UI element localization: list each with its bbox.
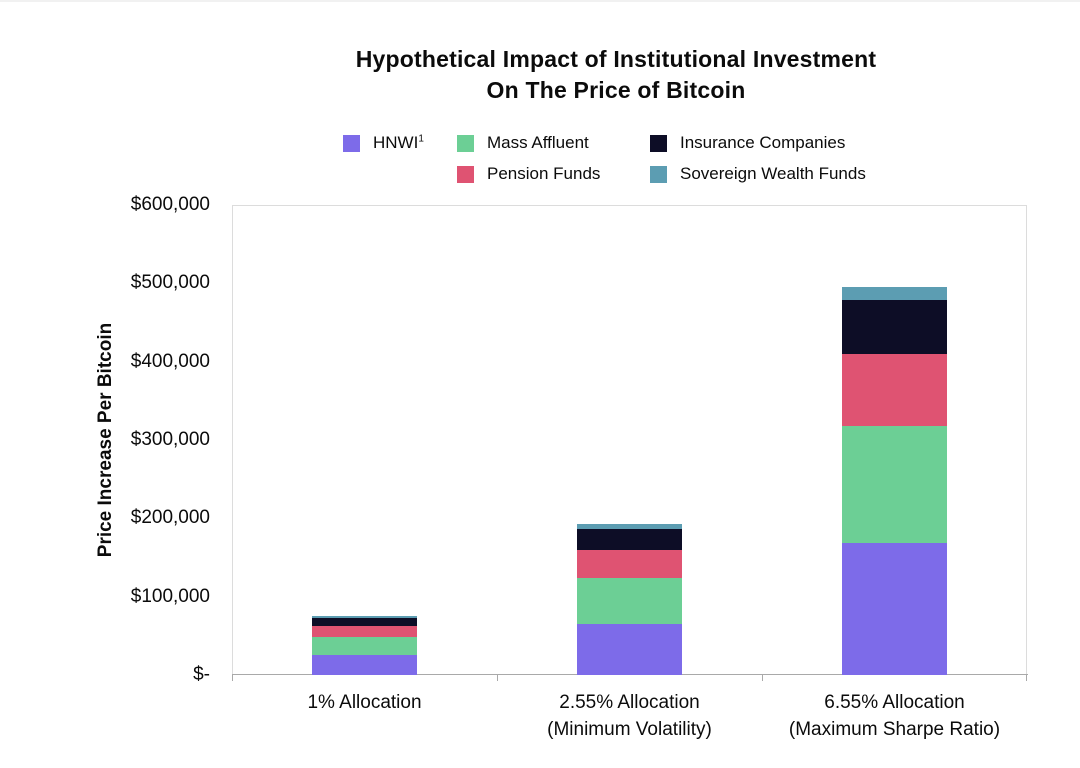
y-tick-label: $500,000 (130, 272, 210, 294)
bar-stack-1-allocation (312, 615, 417, 675)
bar-segment-hnwi (577, 623, 682, 675)
y-tick-label: $200,000 (130, 507, 210, 529)
bar-stack-2-55-allocation (577, 523, 682, 675)
x-axis-tick (1026, 675, 1027, 681)
x-axis-label-line-2: (Maximum Sharpe Ratio) (788, 719, 1001, 740)
bar-segment-sovereign-wealth-funds (842, 286, 947, 301)
legend-swatch-icon (650, 134, 667, 152)
legend-swatch-icon (343, 134, 360, 152)
legend-swatch-icon (457, 134, 474, 152)
bar-segment-mass-affluent (312, 637, 417, 655)
legend-item-label: Mass Affluent (487, 133, 589, 152)
legend-swatch-icon (650, 165, 667, 183)
x-axis-tick (497, 675, 498, 681)
y-tick-label: $100,000 (130, 585, 210, 607)
bar-segment-sovereign-wealth-funds (577, 523, 682, 530)
bar-segment-pension-funds (312, 626, 417, 638)
chart-title-line-2: On The Price of Bitcoin (486, 77, 746, 103)
bar-segment-hnwi (312, 654, 417, 675)
legend-item-sovereign-wealth-funds: Sovereign Wealth Funds (650, 164, 866, 184)
legend-column: HNWI1 (343, 133, 457, 153)
y-tick-label: $- (193, 664, 210, 685)
chart-title-line-1: Hypothetical Impact of Institutional Inv… (355, 46, 877, 72)
legend-item-insurance-companies: Insurance Companies (650, 133, 866, 153)
bar-segment-pension-funds (842, 354, 947, 427)
legend-column: Insurance Companies Sovereign Wealth Fund… (650, 133, 866, 184)
x-axis-label-line-1: 1% Allocation (307, 692, 422, 713)
legend-swatch-icon (457, 165, 474, 183)
legend-column: Mass Affluent Pension Funds (457, 133, 650, 184)
legend-item-pension-funds: Pension Funds (457, 164, 650, 184)
bar-segment-hnwi (842, 543, 947, 675)
bar-segment-insurance-companies (842, 300, 947, 355)
legend-item-label: Insurance Companies (680, 133, 846, 152)
x-axis-tick (232, 675, 233, 681)
bar-segment-insurance-companies (312, 617, 417, 627)
legend: HNWI1 Mass Affluent Pension Funds Insurance… (343, 133, 866, 184)
x-axis-label-1-allocation: 1% Allocation (200, 689, 530, 716)
legend-item-label: Pension Funds (487, 164, 601, 183)
x-axis-label-2-55-allocation: 2.55% Allocation (Minimum Volatility) (465, 689, 795, 743)
x-axis-label-line-2: (Minimum Volatility) (547, 719, 712, 740)
bar-segment-sovereign-wealth-funds (312, 615, 417, 618)
legend-item-label: Sovereign Wealth Funds (680, 164, 866, 183)
bar-groups (232, 205, 1027, 675)
bar-segment-mass-affluent (842, 426, 947, 544)
y-tick-label: $400,000 (130, 350, 210, 372)
x-axis-label-6-55-allocation: 6.55% Allocation (Maximum Sharpe Ratio) (730, 689, 1060, 743)
bar-segment-insurance-companies (577, 529, 682, 551)
x-axis-label-line-1: 2.55% Allocation (559, 692, 700, 713)
x-axis-label-line-1: 6.55% Allocation (824, 692, 965, 713)
bar-segment-pension-funds (577, 550, 682, 579)
footnote-marker: 1 (418, 133, 424, 145)
y-tick-label: $600,000 (130, 194, 210, 215)
legend-item-hnwi: HNWI1 (343, 133, 457, 153)
legend-item-label: HNWI1 (373, 133, 424, 152)
legend-item-mass-affluent: Mass Affluent (457, 133, 650, 153)
bar-segment-mass-affluent (577, 578, 682, 624)
bar-stack-6-55-allocation (842, 286, 947, 675)
chart-title: Hypothetical Impact of Institutional Inv… (356, 44, 877, 106)
x-axis-tick (762, 675, 763, 681)
y-tick-label: $300,000 (130, 429, 210, 450)
